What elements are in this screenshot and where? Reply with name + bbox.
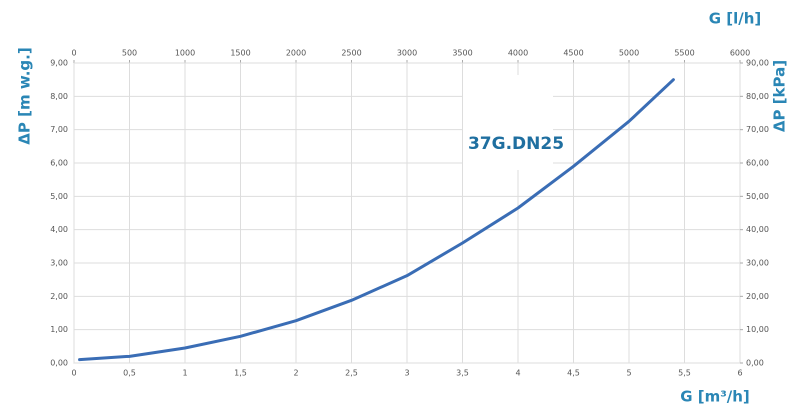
x-tick-label: 2,5 (345, 369, 358, 378)
x-tick-label: 6 (737, 369, 742, 378)
y-tick-label: 2,00 (50, 292, 68, 301)
x-tick-label: 4,5 (567, 369, 580, 378)
y-tick-label: 5,00 (50, 192, 68, 201)
x2-tick-label: 2000 (286, 49, 306, 58)
y2-tick-label: 70,00 (746, 125, 769, 134)
x-tick-label: 5,5 (678, 369, 691, 378)
y-tick-label: 1,00 (50, 325, 68, 334)
x2-tick-label: 3000 (397, 49, 417, 58)
x2-tick-label: 500 (122, 49, 137, 58)
x-tick-label: 5 (626, 369, 631, 378)
y-tick-label: 4,00 (50, 225, 68, 234)
x2-tick-label: 4000 (508, 49, 528, 58)
x2-tick-label: 0 (71, 49, 76, 58)
y2-tick-label: 50,00 (746, 192, 769, 201)
x-tick-label: 1,5 (234, 369, 247, 378)
y-tick-label: 8,00 (50, 92, 68, 101)
x2-tick-label: 2500 (341, 49, 361, 58)
y-tick-label: 6,00 (50, 159, 68, 168)
x2-tick-label: 1000 (175, 49, 195, 58)
y2-tick-label: 20,00 (746, 292, 769, 301)
right-axis-title: ΔP [kPa] (771, 60, 789, 132)
y2-tick-label: 0,00 (746, 359, 764, 368)
y-tick-label: 0,00 (50, 359, 68, 368)
y2-tick-label: 80,00 (746, 92, 769, 101)
x2-tick-label: 5500 (674, 49, 694, 58)
y-tick-label: 3,00 (50, 259, 68, 268)
y2-tick-label: 40,00 (746, 225, 769, 234)
x-tick-label: 1 (182, 369, 187, 378)
x-tick-label: 0 (71, 369, 76, 378)
x2-tick-label: 3500 (452, 49, 472, 58)
x2-tick-label: 5000 (619, 49, 639, 58)
y2-tick-label: 60,00 (746, 159, 769, 168)
annotation: 37G.DN25 (468, 134, 564, 154)
x2-tick-label: 1500 (230, 49, 250, 58)
x2-tick-label: 4500 (563, 49, 583, 58)
data-line (78, 78, 675, 362)
x2-tick-label: 6000 (730, 49, 750, 58)
y-tick-label: 7,00 (50, 125, 68, 134)
x-tick-label: 2 (293, 369, 298, 378)
annotation-box (463, 75, 553, 170)
y2-tick-label: 90,00 (746, 59, 769, 68)
y2-tick-label: 10,00 (746, 325, 769, 334)
left-axis-title: ΔP [m w.g.] (16, 47, 34, 144)
bottom-axis-title: G [m³/h] (680, 388, 750, 406)
y2-tick-label: 30,00 (746, 259, 769, 268)
x-tick-label: 0,5 (123, 369, 136, 378)
x-tick-label: 4 (515, 369, 520, 378)
top-axis-title: G [l/h] (709, 10, 762, 28)
x-tick-label: 3 (404, 369, 409, 378)
x-tick-label: 3,5 (456, 369, 469, 378)
y-tick-label: 9,00 (50, 59, 68, 68)
